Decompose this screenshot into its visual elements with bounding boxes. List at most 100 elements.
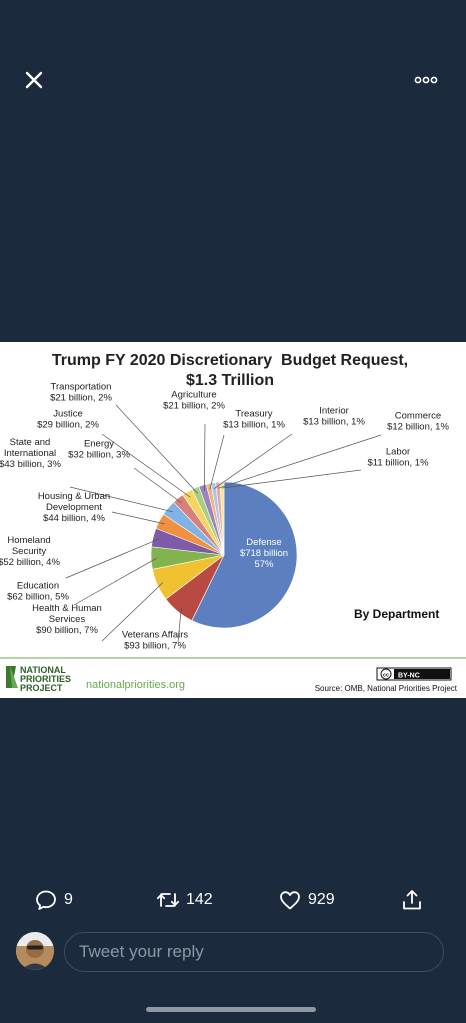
slice-label-line: $12 billion, 1% (387, 422, 449, 433)
like-count: 929 (308, 891, 335, 908)
slice-labels: Defense $718 billion 57%Veterans Affairs $9… (0, 382, 449, 652)
home-indicator[interactable] (146, 1007, 316, 1012)
slice-label-line: $21 billion, 2% (163, 401, 225, 412)
slice-label-line: 57% (254, 559, 274, 570)
slice-label-line: $44 billion, 4% (43, 513, 105, 524)
like-button[interactable]: 929 (278, 884, 335, 916)
license-text: BY-NC (398, 673, 420, 680)
logo-line3: PROJECT (20, 683, 63, 693)
slice-label-line: Housing & Urban (38, 491, 110, 502)
pie-slice-defense (191, 481, 298, 629)
reply-button[interactable]: 9 (34, 884, 73, 916)
slice-label-line: $62 billion, 5% (7, 592, 69, 603)
slice-label-line: $13 billion, 1% (303, 417, 365, 428)
slice-label-line: $32 billion, 3% (68, 450, 130, 461)
slice-label-line: State and (10, 437, 51, 448)
slice-label: Justice $29 billion, 2% (37, 409, 99, 431)
leader-line (101, 433, 191, 498)
leader-line (203, 423, 206, 492)
tweet-actions: 9 142 929 (0, 884, 466, 916)
leader-line (69, 486, 173, 513)
slice-label-line: Education (17, 581, 59, 592)
slice-label-line: $21 billion, 2% (50, 393, 112, 404)
leader-line (213, 433, 293, 489)
retweet-count: 142 (186, 891, 213, 908)
leader-line (218, 434, 382, 489)
user-avatar-icon (16, 932, 54, 970)
website-text: nationalpriorities.org (86, 679, 185, 691)
slice-label: Veterans Affairs $93 billion, 7% (122, 630, 189, 652)
leader-lines (65, 404, 382, 643)
slice-label-line: Veterans Affairs (122, 630, 189, 641)
license-badge: cc BY-NC (376, 667, 452, 681)
slice-label: Labor $11 billion, 1% (367, 447, 429, 469)
slice-label-line: Homeland (7, 535, 50, 546)
slice-label-line: $43 billion, 3% (0, 459, 61, 470)
leader-line (209, 434, 225, 490)
slice-label: Energy $32 billion, 3% (68, 439, 130, 461)
slice-label-line: $52 billion, 4% (0, 557, 60, 568)
leader-line (177, 606, 182, 643)
source-text: Source: OMB, National Priorities Project (315, 684, 458, 693)
slice-label-line: $90 billion, 7% (36, 625, 98, 636)
slice-label-line: Energy (84, 439, 114, 450)
leader-line (65, 538, 160, 579)
share-icon (403, 890, 421, 910)
slice-label: Interior $13 billion, 1% (303, 406, 365, 428)
slice-label-line: Labor (386, 447, 410, 458)
close-button[interactable] (22, 68, 46, 92)
retweet-button[interactable]: 142 (156, 884, 213, 916)
slice-label: Defense $718 billion 57% (240, 537, 288, 570)
reply-composer (0, 930, 466, 974)
slice-label-line: Defense (246, 537, 281, 548)
budget-pie-chart: Trump FY 2020 Discretionary Budget Reque… (0, 352, 466, 693)
svg-text:cc: cc (383, 673, 389, 679)
slice-label-line: Commerce (395, 411, 441, 422)
slice-label-line: Development (46, 502, 102, 513)
close-icon (25, 71, 43, 89)
by-department-label: By Department (354, 607, 439, 621)
avatar[interactable] (16, 932, 54, 970)
slice-label: Health & Human Services $90 billion, 7% (32, 603, 102, 636)
heart-icon (280, 891, 300, 910)
retweet-icon (156, 893, 180, 907)
slice-label: Agriculture $21 billion, 2% (163, 390, 225, 412)
leader-line (111, 511, 165, 525)
slice-label: State and International $43 billion, 3% (0, 437, 61, 470)
tweet-image[interactable]: Trump FY 2020 Discretionary Budget Reque… (0, 342, 466, 698)
slice-label: Education $62 billion, 5% (7, 581, 69, 603)
share-button[interactable] (400, 884, 424, 916)
slice-label-line: Security (12, 546, 47, 557)
slice-label-line: Health & Human (32, 603, 102, 614)
slice-label-line: $11 billion, 1% (367, 458, 429, 469)
more-horizontal-icon (414, 76, 438, 84)
slice-label-line: $93 billion, 7% (124, 641, 186, 652)
slice-label: Treasury $13 billion, 1% (223, 409, 285, 431)
slice-label-line: $718 billion (240, 548, 288, 559)
slice-label-line: Treasury (235, 409, 272, 420)
reply-count: 9 (64, 891, 73, 908)
leader-line (133, 467, 183, 504)
slice-label-line: Transportation (51, 382, 112, 393)
slice-label-line: $29 billion, 2% (37, 420, 99, 431)
slice-label: Homeland Security $52 billion, 4% (0, 535, 60, 568)
slice-label: Transportation $21 billion, 2% (50, 382, 112, 404)
logo-line1: NATIONAL (20, 665, 66, 675)
logo-line2: PRIORITIES (20, 674, 71, 684)
slice-label: Commerce $12 billion, 1% (387, 411, 449, 433)
slice-label-line: International (4, 448, 56, 459)
leader-line (222, 469, 362, 489)
leader-line (73, 557, 158, 606)
leader-line (101, 582, 164, 642)
reply-icon (36, 890, 56, 910)
leader-line (115, 404, 198, 494)
slice-label-line: Justice (53, 409, 83, 420)
npp-logo: NATIONAL PRIORITIES PROJECT (6, 665, 71, 693)
pie-slices (150, 481, 298, 629)
slice-label-line: Interior (319, 406, 349, 417)
slice-label-line: $13 billion, 1% (223, 420, 285, 431)
more-options-button[interactable] (412, 70, 440, 90)
reply-input[interactable] (64, 932, 444, 972)
slice-label-line: Services (49, 614, 86, 625)
slice-label-line: Agriculture (171, 390, 216, 401)
